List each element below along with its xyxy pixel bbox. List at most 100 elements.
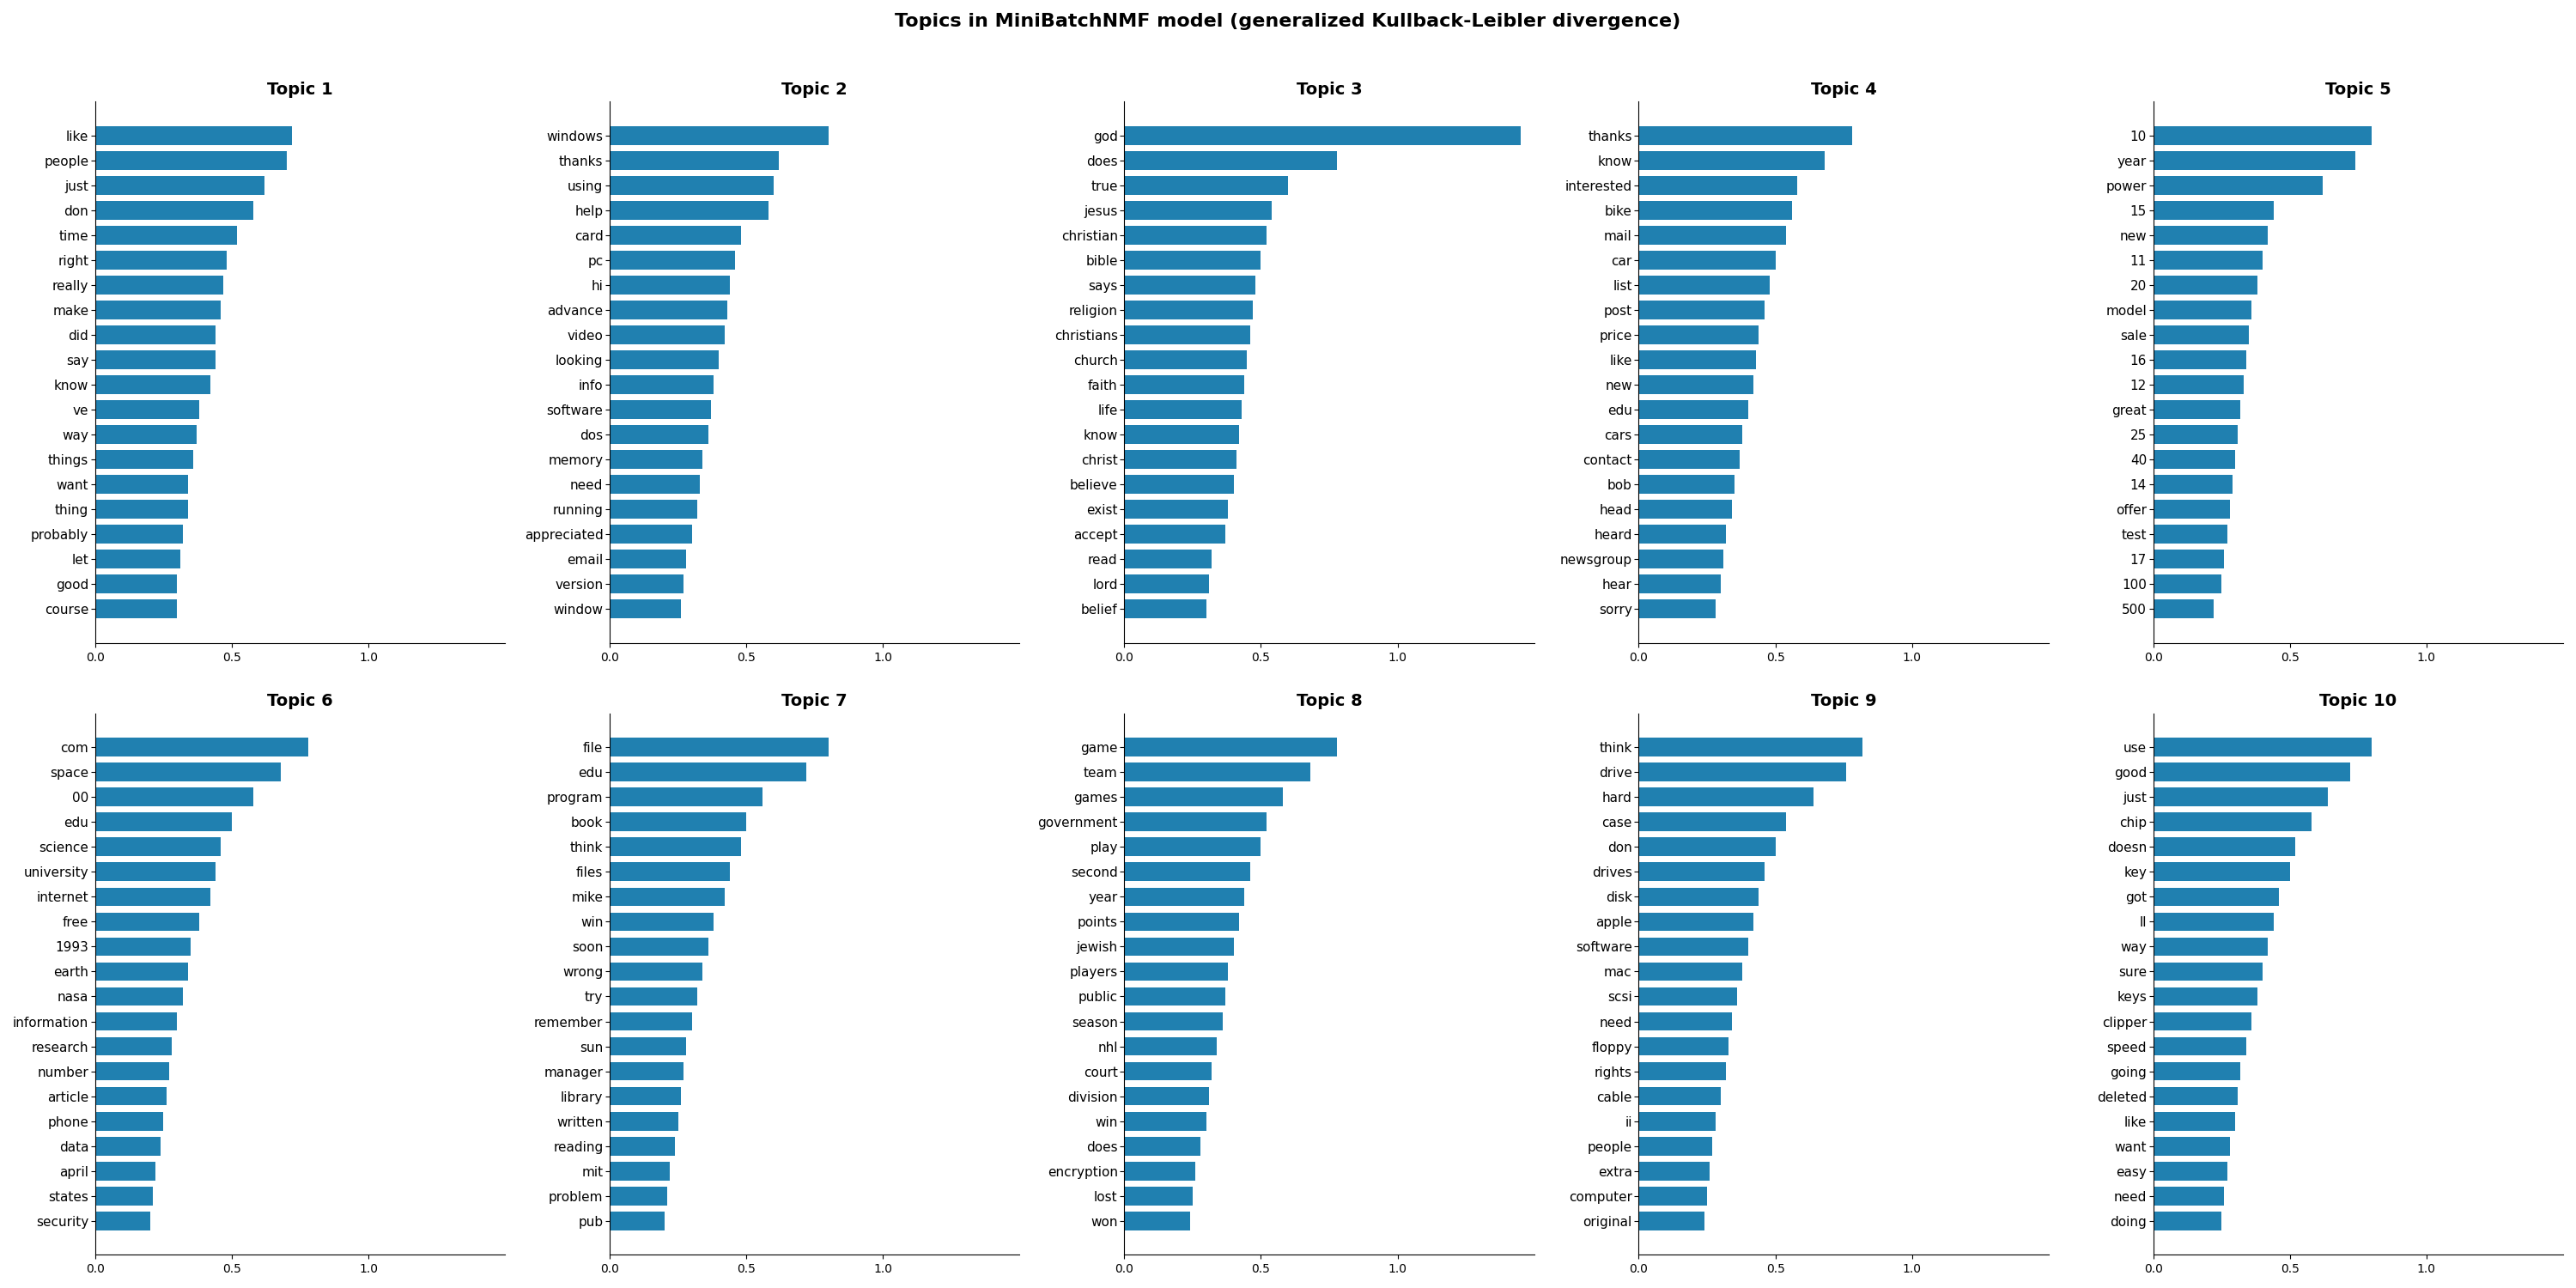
Bar (1638, 401, 1749, 419)
Bar (1123, 788, 1283, 806)
Bar (1123, 1061, 1211, 1081)
Bar (95, 962, 188, 981)
Bar (1123, 500, 1229, 519)
Bar (1123, 176, 1288, 194)
Bar (2154, 251, 2262, 269)
Bar (1638, 300, 1765, 319)
Bar (2154, 1162, 2228, 1180)
Bar (95, 251, 227, 269)
Bar (95, 863, 216, 881)
Bar (611, 425, 708, 444)
Bar (1638, 574, 1721, 594)
Bar (1123, 225, 1267, 245)
Bar (95, 1037, 173, 1056)
Bar (2154, 176, 2324, 194)
Bar (2154, 912, 2275, 931)
Bar (95, 201, 252, 220)
Bar (611, 300, 726, 319)
Bar (1638, 201, 1793, 220)
Bar (611, 1012, 693, 1030)
Bar (1638, 987, 1736, 1006)
Bar (2154, 1137, 2231, 1155)
Bar (1123, 300, 1252, 319)
Bar (1123, 451, 1236, 469)
Bar (1123, 526, 1226, 544)
Bar (95, 837, 222, 857)
Bar (2154, 938, 2267, 956)
Bar (95, 600, 178, 618)
Bar (611, 550, 685, 568)
Bar (95, 326, 216, 344)
Bar (95, 813, 232, 831)
Bar (95, 1186, 152, 1206)
Bar (2154, 1212, 2221, 1230)
Bar (1123, 987, 1226, 1006)
Bar (95, 938, 191, 956)
Bar (1638, 425, 1741, 444)
Bar (95, 526, 183, 544)
Bar (611, 574, 683, 594)
Bar (2154, 376, 2244, 394)
Title: Topic 9: Topic 9 (1811, 693, 1875, 710)
Bar (1638, 276, 1770, 295)
Bar (2154, 600, 2213, 618)
Bar (2154, 1061, 2241, 1081)
Bar (2154, 738, 2372, 756)
Bar (95, 376, 211, 394)
Bar (611, 126, 829, 146)
Bar (1638, 151, 1824, 170)
Bar (1123, 276, 1255, 295)
Bar (611, 788, 762, 806)
Bar (2154, 276, 2257, 295)
Bar (2154, 326, 2249, 344)
Title: Topic 1: Topic 1 (268, 81, 332, 98)
Bar (611, 912, 714, 931)
Bar (2154, 574, 2221, 594)
Bar (1638, 738, 1862, 756)
Bar (95, 1137, 160, 1155)
Bar (1123, 251, 1260, 269)
Bar (1638, 1087, 1721, 1105)
Bar (2154, 300, 2251, 319)
Bar (95, 1162, 155, 1180)
Bar (1123, 425, 1239, 444)
Bar (611, 1212, 665, 1230)
Bar (95, 350, 216, 370)
Bar (1123, 574, 1208, 594)
Bar (1123, 762, 1311, 782)
Bar (95, 475, 188, 493)
Bar (611, 813, 747, 831)
Bar (1638, 1162, 1710, 1180)
Bar (95, 401, 198, 419)
Bar (1638, 475, 1734, 493)
Bar (611, 526, 693, 544)
Bar (611, 500, 698, 519)
Bar (1638, 863, 1765, 881)
Bar (611, 1186, 667, 1206)
Bar (611, 350, 719, 370)
Bar (1638, 1061, 1726, 1081)
Bar (2154, 863, 2290, 881)
Bar (1123, 1137, 1200, 1155)
Bar (95, 887, 211, 907)
Text: Topics in MiniBatchNMF model (generalized Kullback-Leibler divergence): Topics in MiniBatchNMF model (generalize… (894, 13, 1682, 30)
Bar (95, 176, 265, 194)
Bar (611, 1037, 685, 1056)
Bar (95, 276, 224, 295)
Bar (1638, 451, 1739, 469)
Bar (1638, 326, 1759, 344)
Bar (1638, 1012, 1731, 1030)
Bar (611, 1112, 677, 1131)
Title: Topic 6: Topic 6 (268, 693, 332, 710)
Bar (2154, 451, 2236, 469)
Bar (611, 176, 773, 194)
Bar (95, 738, 309, 756)
Bar (611, 376, 714, 394)
Bar (95, 500, 188, 519)
Bar (1638, 1037, 1728, 1056)
Bar (1123, 350, 1247, 370)
Bar (2154, 500, 2231, 519)
Bar (1638, 1112, 1716, 1131)
Bar (2154, 1186, 2223, 1206)
Bar (611, 1087, 680, 1105)
